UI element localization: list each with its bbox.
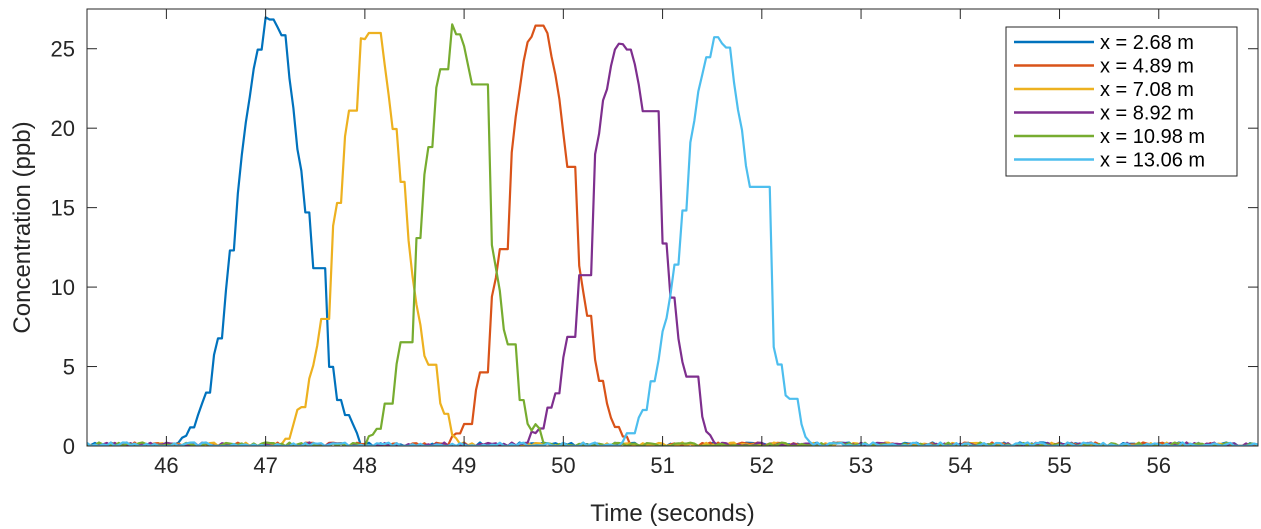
- y-axis-label: Concentration (ppb): [9, 121, 36, 333]
- x-tick-label: 50: [551, 453, 575, 478]
- legend-entry-label: x = 2.68 m: [1100, 32, 1194, 54]
- legend-entry-label: x = 4.89 m: [1100, 56, 1194, 78]
- legend-entry-label: x = 8.92 m: [1100, 103, 1194, 125]
- legend-entry-label: x = 10.98 m: [1100, 126, 1205, 148]
- x-tick-label: 55: [1047, 453, 1071, 478]
- x-axis-ticks: 46 47 48 49 50 51 52 53 54 55 56: [154, 9, 1171, 478]
- legend-box: [1005, 26, 1238, 177]
- x-axis-label: Time (seconds): [590, 500, 754, 527]
- plot-frame: [86, 8, 1259, 447]
- series-line: [87, 42, 1258, 446]
- y-tick-label: 20: [51, 116, 75, 141]
- x-tick-label: 51: [650, 453, 674, 478]
- legend-entry-label: x = 7.08 m: [1100, 79, 1194, 101]
- y-axis-ticks: 0 5 10 15 20 25: [51, 37, 1258, 459]
- y-tick-label: 5: [63, 355, 75, 380]
- y-tick-label: 10: [51, 275, 75, 300]
- x-tick-label: 52: [750, 453, 774, 478]
- x-tick-label: 48: [353, 453, 377, 478]
- legend: x = 2.68 mx = 4.89 mx = 7.08 mx = 8.92 m…: [1005, 26, 1238, 177]
- x-tick-label: 54: [948, 453, 972, 478]
- x-tick-label: 53: [849, 453, 873, 478]
- x-tick-label: 46: [154, 453, 178, 478]
- x-tick-label: 49: [452, 453, 476, 478]
- legend-entry-label: x = 13.06 m: [1100, 150, 1205, 172]
- y-tick-label: 0: [63, 434, 75, 459]
- x-tick-label: 47: [253, 453, 277, 478]
- x-tick-label: 56: [1147, 453, 1171, 478]
- y-tick-label: 25: [51, 37, 75, 62]
- y-tick-label: 15: [51, 196, 75, 221]
